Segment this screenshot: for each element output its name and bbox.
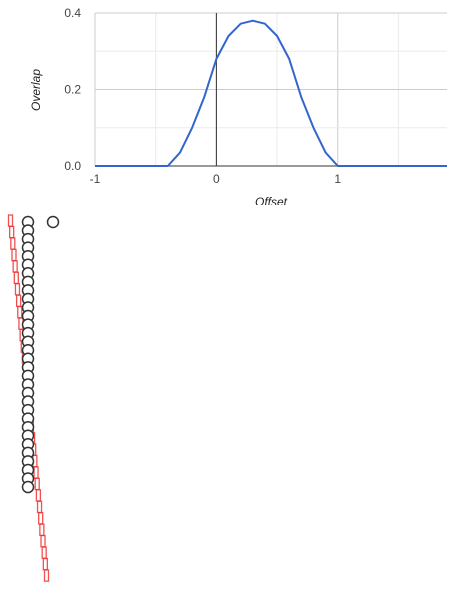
chart-grid: [94, 12, 447, 167]
overlap-visualization: [7, 214, 60, 582]
offset-rect: [43, 569, 50, 582]
offset-rect: [39, 523, 45, 536]
offset-rect: [36, 500, 43, 514]
offset-rect: [7, 214, 14, 227]
chart-tick-labels: -1 0 1 0.0 0.2 0.4: [64, 6, 341, 186]
offset-rect: [38, 512, 44, 525]
offset-rect: [40, 534, 46, 548]
y-tick-label: 0.4: [64, 6, 81, 20]
offset-rect: [17, 305, 23, 319]
circle-column: [21, 215, 60, 494]
circle-marker: [21, 480, 35, 494]
overlap-series-line: [95, 19, 447, 167]
offset-rect: [12, 260, 18, 273]
offset-rect: [41, 546, 47, 559]
offset-rect: [35, 489, 42, 502]
chart-series: [95, 19, 447, 167]
detached-circle-marker: [46, 215, 60, 229]
overlap-chart: -1 0 1 0.0 0.2 0.4 Offset Overlap: [29, 6, 447, 205]
x-tick-label: 0: [213, 172, 220, 186]
offset-rect: [11, 248, 17, 262]
offset-rect: [14, 283, 21, 296]
offset-rect: [42, 557, 48, 571]
offset-rect: [13, 271, 19, 285]
offset-rect: [15, 294, 22, 308]
y-tick-label: 0.0: [64, 159, 81, 173]
x-axis-title: Offset: [255, 195, 288, 205]
offset-rect: [33, 466, 39, 479]
offset-rect: [9, 225, 15, 239]
x-tick-label: 1: [334, 172, 341, 186]
offset-rect: [34, 477, 40, 491]
y-axis-title: Overlap: [29, 69, 43, 111]
x-tick-label: -1: [90, 172, 101, 186]
offset-rect: [10, 237, 16, 250]
y-tick-label: 0.2: [64, 83, 81, 97]
